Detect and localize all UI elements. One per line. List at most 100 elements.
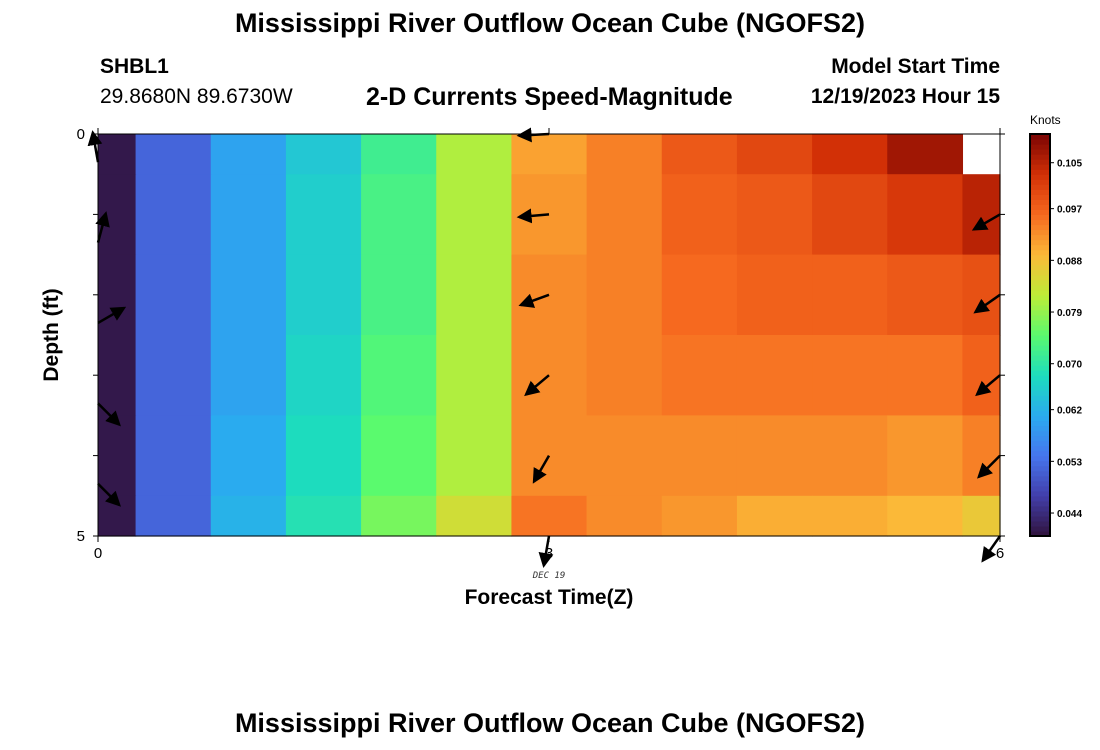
heatmap-cell — [887, 495, 964, 537]
colorbar-segment — [1030, 360, 1050, 366]
current-vector-arrow — [87, 130, 103, 163]
colorbar-segment — [1030, 214, 1050, 221]
colorbar-segment — [1030, 314, 1050, 321]
heatmap-cell — [812, 174, 888, 256]
x-tick-label: 3 — [545, 545, 553, 562]
heatmap-cell — [511, 174, 588, 256]
colorbar-tick-label: 0.053 — [1057, 457, 1082, 468]
colorbar-unit: Knots — [1030, 113, 1061, 127]
heatmap-cell — [135, 174, 212, 256]
heatmap-cell — [736, 174, 813, 256]
heatmap-cell — [586, 254, 663, 336]
colorbar-segment — [1030, 515, 1050, 522]
current-vector-arrow — [524, 374, 550, 397]
chart-subtitle: 2-D Currents Speed-Magnitude — [366, 83, 733, 111]
colorbar-segment — [1030, 169, 1050, 175]
colorbar-segment — [1030, 465, 1050, 472]
heatmap-cell — [361, 415, 437, 497]
colorbar-segment — [1030, 149, 1050, 155]
heatmap-cell — [285, 415, 362, 497]
heatmap-cell — [135, 254, 212, 336]
y-tick-label: 0 — [77, 126, 85, 143]
colorbar-segment — [1030, 395, 1050, 401]
heatmap-cell — [210, 415, 287, 497]
current-vector-arrow — [971, 213, 1001, 231]
colorbar-segment — [1030, 440, 1050, 447]
heatmap-cell — [285, 335, 362, 416]
heatmap-cell — [962, 254, 1001, 336]
colorbar-tick-label: 0.097 — [1057, 205, 1082, 216]
colorbar-segment — [1030, 530, 1050, 537]
station-id: SHBL1 — [100, 55, 169, 78]
colorbar-tick-label: 0.070 — [1057, 360, 1082, 371]
heatmap-cell — [661, 254, 738, 336]
colorbar-segment — [1030, 350, 1050, 356]
heatmap-cell — [135, 495, 212, 537]
heatmap-cell — [586, 335, 663, 416]
colorbar-tick-label: 0.044 — [1057, 509, 1082, 520]
heatmap-cell — [285, 495, 362, 537]
heatmap-cell — [962, 335, 1001, 416]
colorbar-segment — [1030, 485, 1050, 492]
colorbar-segment — [1030, 259, 1050, 266]
heatmap-cell — [736, 495, 813, 537]
current-vector-arrow — [532, 454, 551, 484]
current-vector-arrow — [516, 208, 550, 224]
colorbar-segment — [1030, 219, 1050, 226]
heatmap-cell — [586, 495, 663, 537]
heatmap-cell — [361, 254, 437, 336]
colorbar-tick-label: 0.088 — [1057, 256, 1082, 267]
x-axis-title: Forecast Time(Z) — [465, 586, 634, 609]
heatmap-cell — [210, 495, 287, 537]
heatmap-cell — [887, 254, 964, 336]
heatmap-cell — [135, 335, 212, 416]
heatmap-cell — [210, 174, 287, 256]
heatmap-cell — [210, 335, 287, 416]
colorbar-segment — [1030, 244, 1050, 251]
heatmap-cell — [98, 134, 137, 175]
model-start-label: Model Start Time — [831, 55, 1000, 78]
colorbar-segment — [1030, 269, 1050, 276]
colorbar-segment — [1030, 209, 1050, 215]
colorbar-segment — [1030, 329, 1050, 336]
colorbar-segment — [1030, 179, 1050, 185]
heatmap-cell — [436, 134, 513, 175]
colorbar-segment — [1030, 299, 1050, 306]
heatmap-cell — [887, 174, 964, 256]
colorbar-segment — [1030, 284, 1050, 291]
heatmap-cell — [812, 254, 888, 336]
heatmap-cell — [436, 495, 513, 537]
colorbar-segment — [1030, 475, 1050, 482]
heatmap-cell — [436, 415, 513, 497]
colorbar-segment — [1030, 385, 1050, 391]
heatmap-cell — [812, 495, 888, 537]
heatmap-cell — [511, 254, 588, 336]
current-vector-arrow — [518, 293, 550, 308]
colorbar-segment — [1030, 450, 1050, 457]
colorbar-segment — [1030, 264, 1050, 271]
station-location: 29.8680N 89.6730W — [100, 85, 293, 108]
heatmap-cell — [736, 254, 813, 336]
colorbar-segment — [1030, 345, 1050, 351]
colorbar-segment — [1030, 224, 1050, 231]
colorbar-segment — [1030, 274, 1050, 281]
heatmap-cell — [285, 134, 362, 175]
heatmap-cell — [436, 335, 513, 416]
colorbar-segment — [1030, 324, 1050, 331]
colorbar-segment — [1030, 309, 1050, 316]
y-axis-title: Depth (ft) — [40, 288, 63, 381]
heatmap-cell — [661, 495, 738, 537]
heatmap-cell — [210, 254, 287, 336]
colorbar-segment — [1030, 460, 1050, 467]
x-tick-label: 0 — [94, 545, 102, 562]
colorbar-segment — [1030, 304, 1050, 311]
heatmap-cell — [736, 134, 813, 175]
colorbar-segment — [1030, 249, 1050, 256]
current-vectors — [87, 127, 1002, 569]
colorbar-segment — [1030, 495, 1050, 502]
current-vector-arrow — [538, 535, 554, 569]
colorbar-frame — [1029, 133, 1051, 537]
heatmap-cell — [812, 415, 888, 497]
heatmap-cell — [98, 415, 137, 497]
